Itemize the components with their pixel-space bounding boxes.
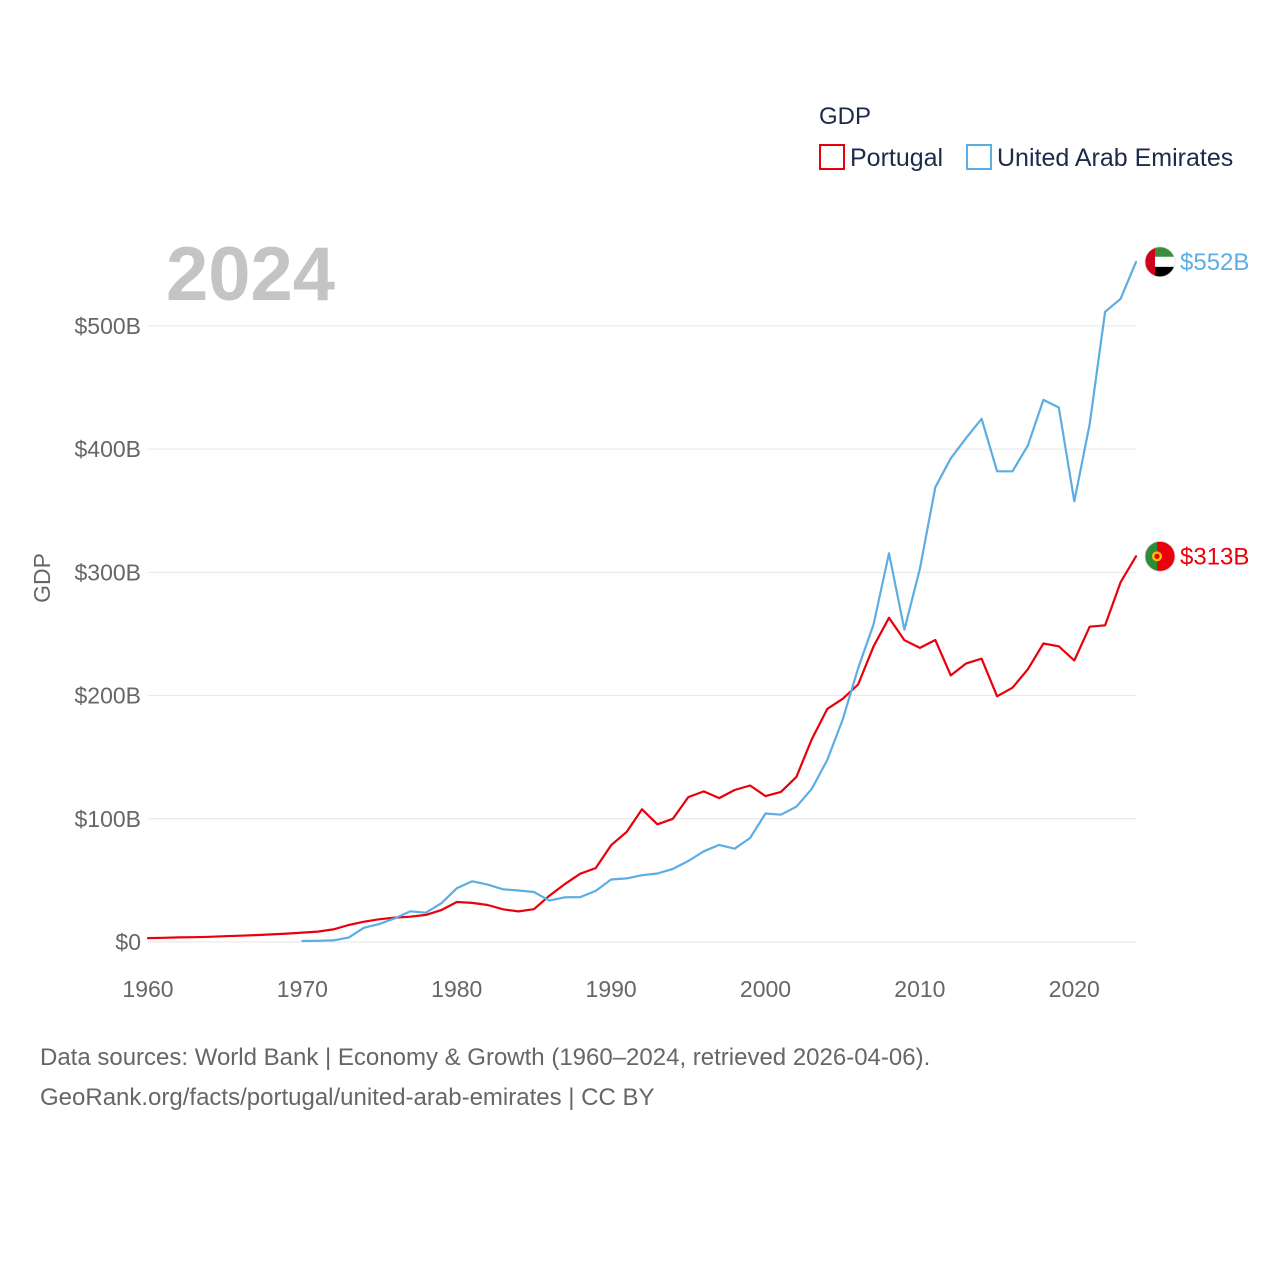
legend-item-uae[interactable]: United Arab Emirates <box>966 144 1233 172</box>
y-tick-label: $300B <box>74 559 141 585</box>
end-value-label: $552B <box>1180 249 1249 276</box>
series-lines <box>146 260 1138 943</box>
x-tick-label: 1960 <box>122 976 173 1002</box>
end-markers: $313B $552B <box>1144 246 1249 572</box>
y-axis-ticks: $0 $100B $200B $300B $400B $500B <box>74 313 141 955</box>
portugal-flag-icon <box>1144 540 1176 572</box>
y-tick-label: $400B <box>74 436 141 462</box>
x-tick-label: 2020 <box>1049 976 1100 1002</box>
y-axis-title: GDP <box>29 553 55 603</box>
uae-flag-icon <box>1144 246 1176 278</box>
y-tick-label: $100B <box>74 806 141 832</box>
legend-item-portugal[interactable]: Portugal <box>819 144 943 172</box>
legend-label-portugal: Portugal <box>850 144 943 172</box>
legend-swatch-uae <box>966 144 992 170</box>
y-tick-label: $500B <box>74 313 141 339</box>
x-tick-label: 2000 <box>740 976 791 1002</box>
current-year-label: 2024 <box>166 232 335 317</box>
end-value-label: $313B <box>1180 543 1249 570</box>
x-tick-label: 1980 <box>431 976 482 1002</box>
x-tick-label: 1990 <box>586 976 637 1002</box>
data-source-text: Data sources: World Bank | Economy & Gro… <box>40 1044 931 1071</box>
series-line-1[interactable] <box>301 260 1138 943</box>
x-tick-label: 2010 <box>894 976 945 1002</box>
y-tick-label: $200B <box>74 683 141 709</box>
legend: GDP Portugal United Arab Emirates <box>819 103 1233 172</box>
grid-lines <box>148 325 1136 943</box>
legend-swatch-portugal <box>819 144 845 170</box>
legend-title: GDP <box>819 103 871 130</box>
legend-label-uae: United Arab Emirates <box>997 144 1233 172</box>
y-tick-label: $0 <box>115 929 141 955</box>
x-tick-label: 1970 <box>277 976 328 1002</box>
source-link-text[interactable]: GeoRank.org/facts/portugal/united-arab-e… <box>40 1084 655 1111</box>
series-line-0[interactable] <box>146 555 1138 940</box>
x-axis-ticks: 1960 1970 1980 1990 2000 2010 2020 <box>122 976 1099 1002</box>
